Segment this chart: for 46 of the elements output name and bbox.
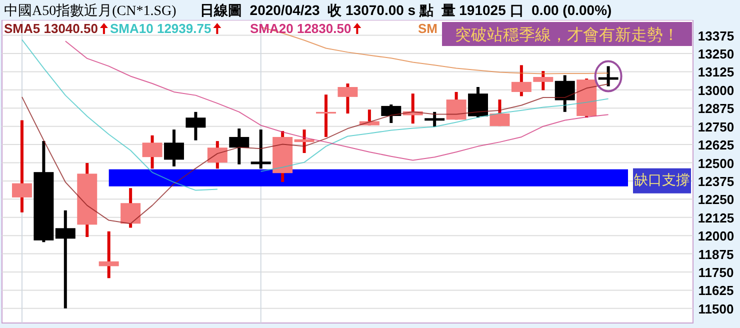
y-tick-label: 13000 (698, 82, 734, 98)
candlestick (381, 104, 402, 123)
y-tick-label: 12875 (698, 101, 734, 116)
candlestick (490, 100, 510, 126)
text: SM (418, 21, 438, 36)
y-tick-label: 12125 (698, 210, 734, 226)
chart-title: 中國A50指數近月(CN*1.SG) (4, 3, 177, 19)
y-tick-label: 12500 (698, 156, 734, 171)
candlestick (446, 92, 466, 120)
y-tick-label: 11500 (698, 301, 734, 316)
candlestick (554, 75, 575, 112)
y-tick-label: 13125 (698, 64, 734, 80)
candlestick (338, 84, 358, 114)
candlestick (424, 112, 445, 127)
annotation: 突破站穩季線，才會有新走勢！ (455, 26, 679, 44)
y-tick-label: 12625 (698, 138, 734, 153)
candlestick (316, 94, 336, 137)
y-tick-label: 11625 (698, 283, 734, 298)
candlestick (533, 70, 554, 90)
candlestick (12, 120, 32, 212)
text: SMA20 12830.50 (250, 21, 352, 36)
candlestick (142, 135, 162, 169)
y-tick-label: 13250 (698, 46, 734, 62)
chart-subtitle: 日線圖 2020/04/23 收 13070.00 s 點 量 191025 口 0.00 (0.00%) (200, 2, 612, 18)
y-tick-label: 12375 (698, 174, 734, 189)
candlestick (468, 87, 488, 118)
y-tick-label: 11875 (698, 246, 734, 262)
candlestick (229, 128, 250, 164)
y-tick-label: 12000 (698, 228, 734, 244)
y-tick-label: 12250 (698, 192, 734, 208)
candlestick (511, 65, 532, 96)
text: SMA10 12939.75 (110, 21, 212, 36)
candlestick (98, 231, 119, 278)
y-tick-label: 12750 (698, 119, 734, 134)
candlestick (598, 66, 618, 86)
y-tick-label: 13375 (698, 28, 734, 44)
band-label: 缺口支撐 (634, 172, 690, 188)
candlestick (55, 210, 76, 308)
candlestick (164, 130, 184, 166)
y-tick-label: 11750 (698, 265, 734, 280)
line-series (64, 40, 609, 161)
candlestick (120, 188, 141, 228)
candlestick (250, 130, 271, 169)
candlestick (207, 141, 228, 169)
candlestick (186, 112, 206, 140)
text: SMA5 13040.50 (4, 21, 98, 36)
